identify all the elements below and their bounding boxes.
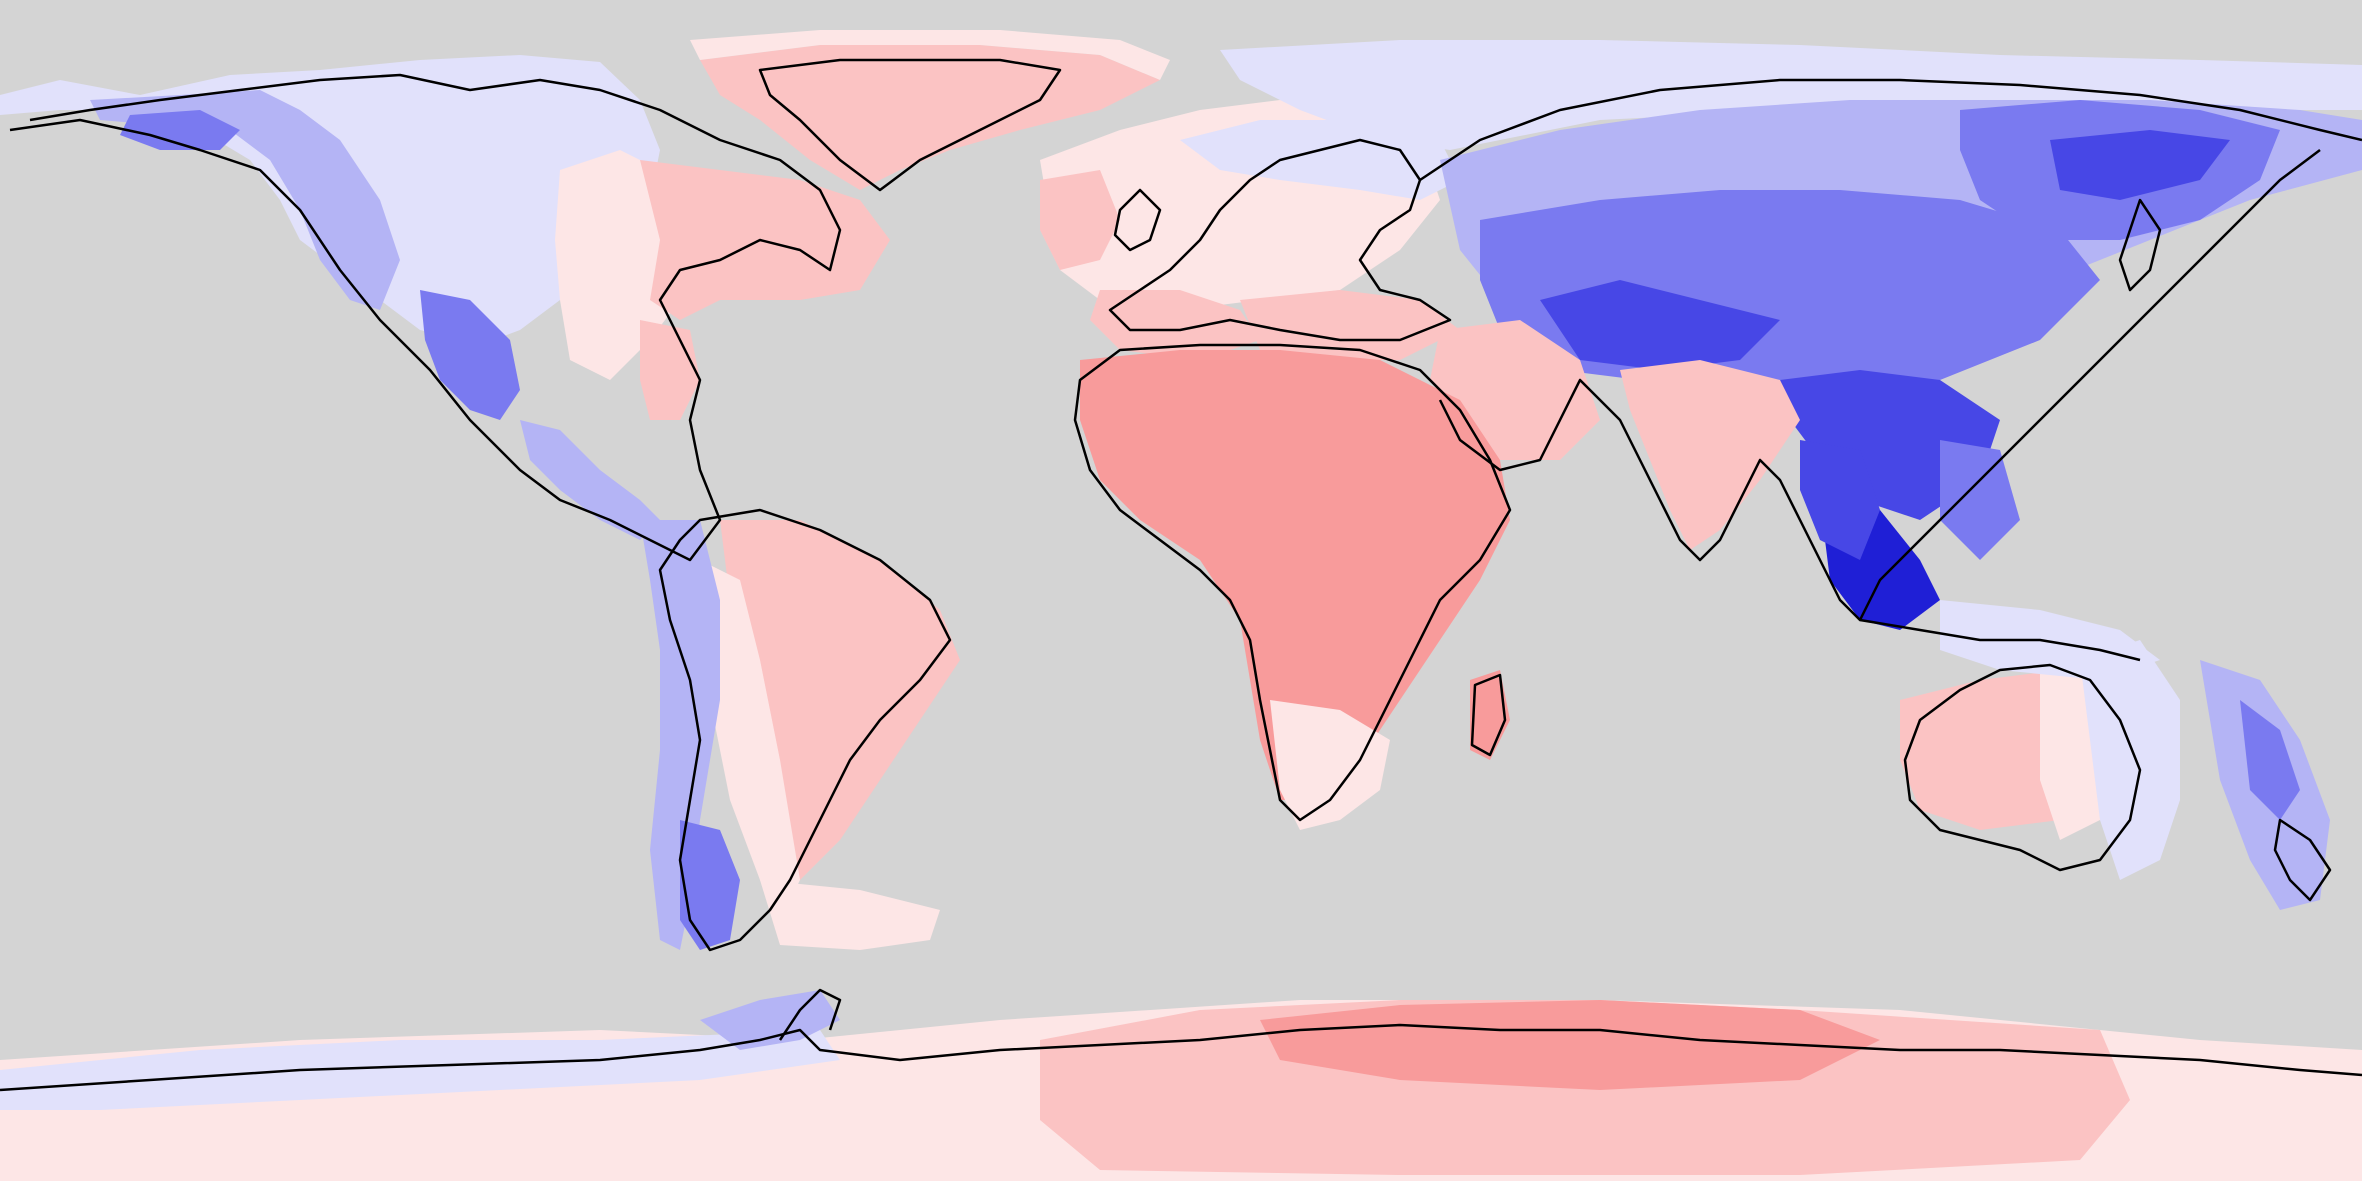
region-iberia-red: [1090, 290, 1260, 360]
region-gulf-coast-red: [640, 320, 700, 420]
region-patagonia-mid-blue: [680, 820, 740, 950]
coastlines-layer: [0, 58, 2362, 1092]
region-indonesia-pale-blue: [1940, 600, 2160, 680]
region-rockies-mid-blue: [420, 290, 520, 420]
region-africa-red: [1080, 350, 1510, 800]
region-greenland-pale: [690, 30, 1170, 80]
coastline-new-zealand: [2273, 818, 2332, 902]
region-india-red: [1620, 360, 1800, 550]
region-manchuria-dark-blue: [2050, 130, 2230, 200]
region-mediterranean-red: [1240, 290, 1460, 360]
region-south-america-pale-red: [700, 560, 800, 920]
region-west-na-mid-blue: [120, 110, 240, 150]
coastline-asia: [1419, 78, 2362, 622]
coastline-south-america: [658, 508, 952, 952]
region-andes-light-blue: [640, 520, 720, 950]
region-east-antarctica-red: [1260, 1000, 1880, 1090]
region-greenland-red: [700, 45, 1160, 190]
region-east-australia-pale: [2040, 660, 2100, 840]
region-philippines-mid-blue: [1940, 440, 2020, 560]
region-tibet-dark-blue: [1540, 280, 1780, 370]
coastline-antarctic-peninsula: [778, 988, 842, 1041]
region-madagascar-red: [1470, 670, 1510, 760]
coastline-antarctica: [0, 1023, 2362, 1092]
region-siberia-pale-blue: [1220, 40, 2362, 150]
coastline-japan: [2118, 198, 2162, 292]
region-patagonia-pale-red: [760, 880, 940, 950]
region-west-antarctica-pale-blue: [0, 1030, 840, 1110]
region-south-africa-pale-red: [1270, 700, 1390, 830]
region-indochina-dark-blue: [1800, 440, 1880, 560]
coastline-greenland: [758, 58, 1062, 192]
region-alaska-light-blue: [90, 90, 400, 310]
coastline-madagascar: [1470, 673, 1507, 757]
region-uk-red: [1040, 170, 1120, 270]
coastline-uk: [1113, 188, 1162, 252]
region-central-america-blue: [520, 420, 660, 540]
region-new-zealand-mid-blue: [2240, 700, 2300, 820]
coastline-europe: [1108, 138, 1452, 342]
coastline-north-america: [9, 73, 842, 562]
coastline-africa: [1073, 343, 1512, 822]
coastline-australia: [1903, 663, 2142, 872]
coastline-indonesia: [1859, 618, 2141, 662]
